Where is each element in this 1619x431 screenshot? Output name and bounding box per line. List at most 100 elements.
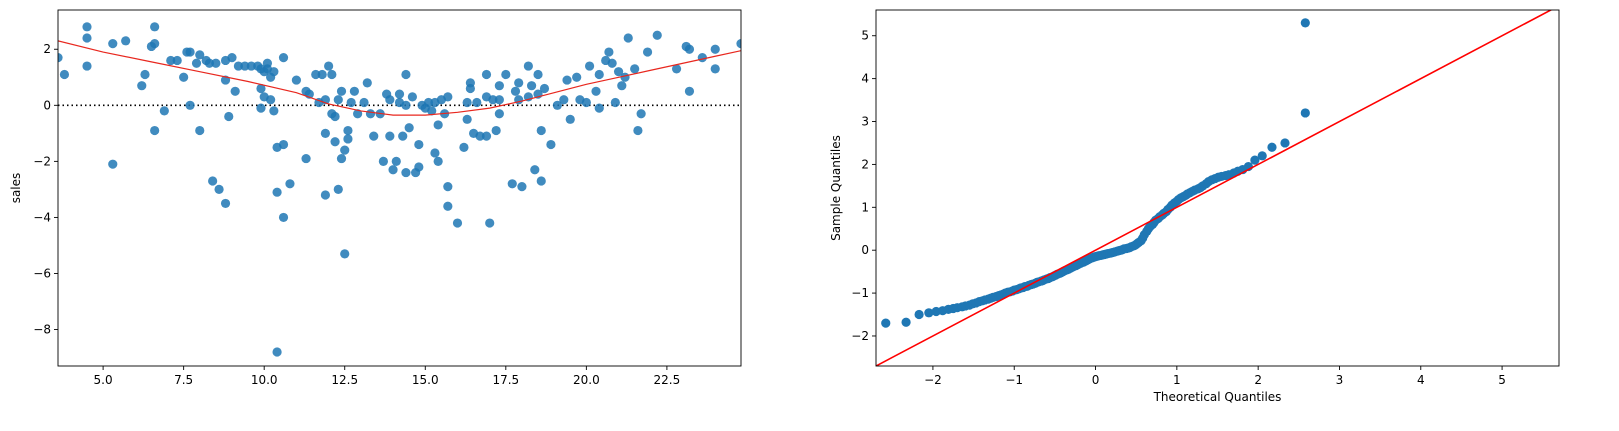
data-point <box>536 176 546 186</box>
data-point <box>572 72 582 82</box>
data-point <box>330 137 340 147</box>
axes-frame <box>57 9 742 367</box>
data-point <box>1300 18 1310 28</box>
x-tick-label: 5 <box>1498 373 1506 387</box>
y-axis-label: sales <box>9 173 23 204</box>
data-point <box>204 58 215 68</box>
y-tick-label: 0 <box>861 243 869 257</box>
data-point <box>443 182 453 192</box>
data-point <box>623 33 633 43</box>
x-tick-label: −1 <box>1005 373 1023 387</box>
data-point <box>1267 142 1277 152</box>
data-point <box>507 179 517 189</box>
data-point <box>488 95 498 105</box>
data-point <box>362 78 372 88</box>
plot-area <box>876 10 1553 366</box>
data-point <box>559 95 569 105</box>
y-tick-label: 2 <box>43 42 51 56</box>
data-point <box>1280 138 1290 148</box>
data-point <box>391 156 401 166</box>
data-point <box>346 97 356 108</box>
y-tick-label: −2 <box>33 154 51 168</box>
data-point <box>58 53 63 63</box>
data-point <box>1257 151 1267 161</box>
data-point <box>581 97 591 108</box>
data-point <box>140 69 150 80</box>
data-point <box>327 69 337 80</box>
data-point <box>510 86 521 96</box>
y-tick-label: 4 <box>861 72 869 86</box>
data-point <box>291 75 302 85</box>
data-point <box>914 309 924 320</box>
data-point <box>359 97 369 108</box>
data-point <box>150 39 160 49</box>
data-point <box>59 69 70 80</box>
x-axis-label: Theoretical Quantiles <box>1153 390 1282 404</box>
axes-frame <box>875 9 1560 367</box>
x-tick-label: 10.0 <box>251 373 278 387</box>
residual-plot: 5.0 7.5 10.0 12.5 15.0 17.5 20.0 22.5 2 0 −2 −4 −6 −8… <box>9 9 742 387</box>
y-tick-label: −2 <box>851 329 869 343</box>
x-tick-label: 1 <box>1173 373 1181 387</box>
x-tick-label: 4 <box>1417 373 1425 387</box>
data-point <box>684 86 695 96</box>
data-point <box>179 72 189 82</box>
data-point <box>185 47 195 57</box>
data-point <box>697 53 707 63</box>
data-point <box>195 125 205 136</box>
data-point <box>333 95 343 105</box>
data-point <box>620 72 630 82</box>
data-point <box>652 30 662 40</box>
data-point <box>604 47 614 57</box>
data-point <box>233 61 244 71</box>
data-point <box>607 58 617 68</box>
data-point <box>82 61 92 71</box>
data-point <box>465 83 475 94</box>
data-point <box>501 69 511 80</box>
data-point <box>481 69 492 80</box>
data-point <box>443 92 453 102</box>
data-point <box>256 83 266 94</box>
data-point <box>191 58 202 68</box>
data-point <box>901 317 911 327</box>
data-point <box>427 106 437 116</box>
data-point <box>211 58 221 68</box>
data-point <box>530 165 540 175</box>
data-point <box>562 75 572 85</box>
data-point <box>108 159 118 169</box>
data-point <box>343 134 353 144</box>
data-point <box>320 128 330 138</box>
data-point <box>881 318 891 328</box>
data-point <box>491 125 501 136</box>
x-tick-label: 5.0 <box>94 373 113 387</box>
data-point <box>552 100 562 110</box>
data-point <box>736 39 741 49</box>
data-point <box>333 184 343 194</box>
data-point <box>401 69 411 80</box>
data-point <box>340 145 350 155</box>
data-point <box>385 131 395 141</box>
data-point <box>584 61 595 71</box>
data-point <box>195 50 205 60</box>
data-point <box>137 81 147 91</box>
data-point <box>311 69 321 80</box>
data-point <box>185 100 195 110</box>
data-point <box>684 44 695 54</box>
data-point <box>82 33 92 43</box>
data-point <box>594 69 604 80</box>
y-tick-label: −1 <box>851 286 869 300</box>
data-point <box>485 218 495 228</box>
data-point <box>272 187 282 197</box>
data-point <box>330 111 340 122</box>
data-point <box>546 139 556 150</box>
data-point <box>443 201 453 211</box>
data-point <box>433 120 443 130</box>
data-point <box>404 123 414 133</box>
data-point <box>256 103 266 113</box>
data-point <box>642 47 653 57</box>
x-tick-label: 2 <box>1254 373 1262 387</box>
data-point <box>369 131 379 141</box>
data-point <box>401 167 411 178</box>
data-point <box>526 81 537 91</box>
